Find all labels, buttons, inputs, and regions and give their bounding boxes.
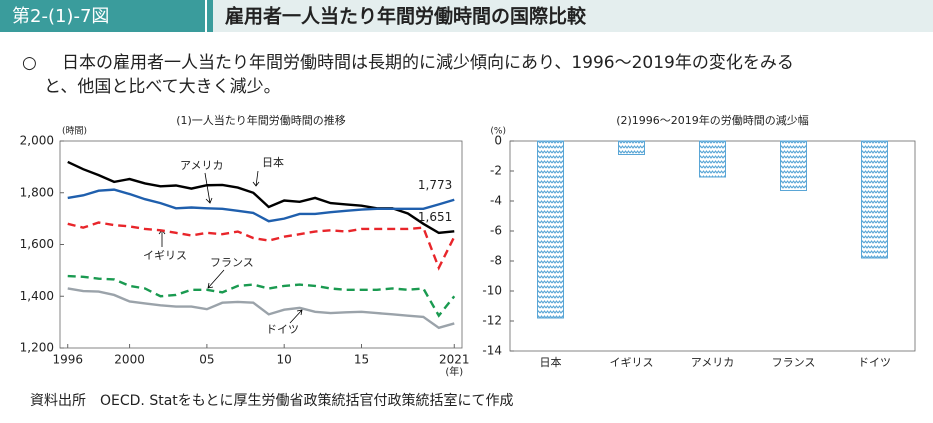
y-axis-label: (時間) [62,126,87,137]
summary-line: と、他国と比べて大きく減少。 [44,77,281,97]
x-tick-label: ドイツ [858,356,891,369]
series-line [67,188,455,223]
x-tick-label: 1996 [52,353,83,367]
x-tick-label: 日本 [540,355,562,369]
y-tick-label: 0 [494,134,502,148]
figure-title: 雇用者一人当たり年間労働時間の国際比較 [225,5,587,28]
series-label: 日本 [262,155,284,169]
y-tick-label: -12 [482,314,502,328]
y-tick-label: 1,600 [20,237,54,251]
x-tick-label: 2000 [114,353,145,367]
x-tick-label: 15 [354,353,369,367]
y-tick-label: -8 [490,254,502,268]
series-line [67,221,456,271]
y-tick-label: 1,200 [20,341,54,355]
summary-line: 日本の雇用者一人当たり年間労働時間は長期的に減少傾向にあり、1996～2019年… [62,53,794,73]
bar [780,140,807,191]
series-line [67,160,455,235]
figure-number-box [0,0,205,32]
chart-title: (2)1996～2019年の労働時間の減少幅 [616,113,809,127]
source: 資料出所 OECD. Statをもとに厚生労働省政策統括官付政策統括室にて作成 [30,392,513,409]
title-accent [207,0,213,32]
series-label: アメリカ [180,159,223,172]
x-tick-label: 05 [199,353,214,367]
x-tick-label: アメリカ [691,356,734,369]
y-tick-label: 2,000 [20,134,54,148]
y-tick-label: -4 [490,194,502,208]
value-label: 1,651 [418,210,452,224]
y-tick-label: 1,400 [20,289,54,303]
bar [537,140,564,319]
y-axis-label: (%) [490,127,506,137]
y-tick-label: -10 [482,284,502,298]
annotation-arrows [158,170,303,324]
x-tick-label: イギリス [610,356,654,369]
x-axis-label: (年) [445,365,463,378]
x-tick-label: 2021 [439,353,470,367]
figure-number: 第2-(1)-7図 [12,6,109,27]
series-label: フランス [210,256,254,269]
summary-bullet: ○ [22,53,37,73]
x-tick-label: 10 [277,353,292,367]
bar [618,140,645,155]
series-line [67,287,455,330]
bar [699,140,726,178]
y-tick-label: -2 [490,164,502,178]
series-label: ドイツ [266,323,299,336]
y-tick-label: 1,800 [20,185,54,199]
x-tick-label: フランス [772,356,816,369]
series-label: イギリス [143,249,187,262]
chart-title: (1)一人当たり年間労働時間の推移 [176,113,346,127]
plot-frame [59,140,463,349]
title-box [207,0,933,32]
bar [861,140,888,259]
value-label: 1,773 [418,178,452,192]
y-tick-label: -14 [482,344,502,358]
series-line [67,274,456,318]
y-tick-label: -6 [490,224,502,238]
